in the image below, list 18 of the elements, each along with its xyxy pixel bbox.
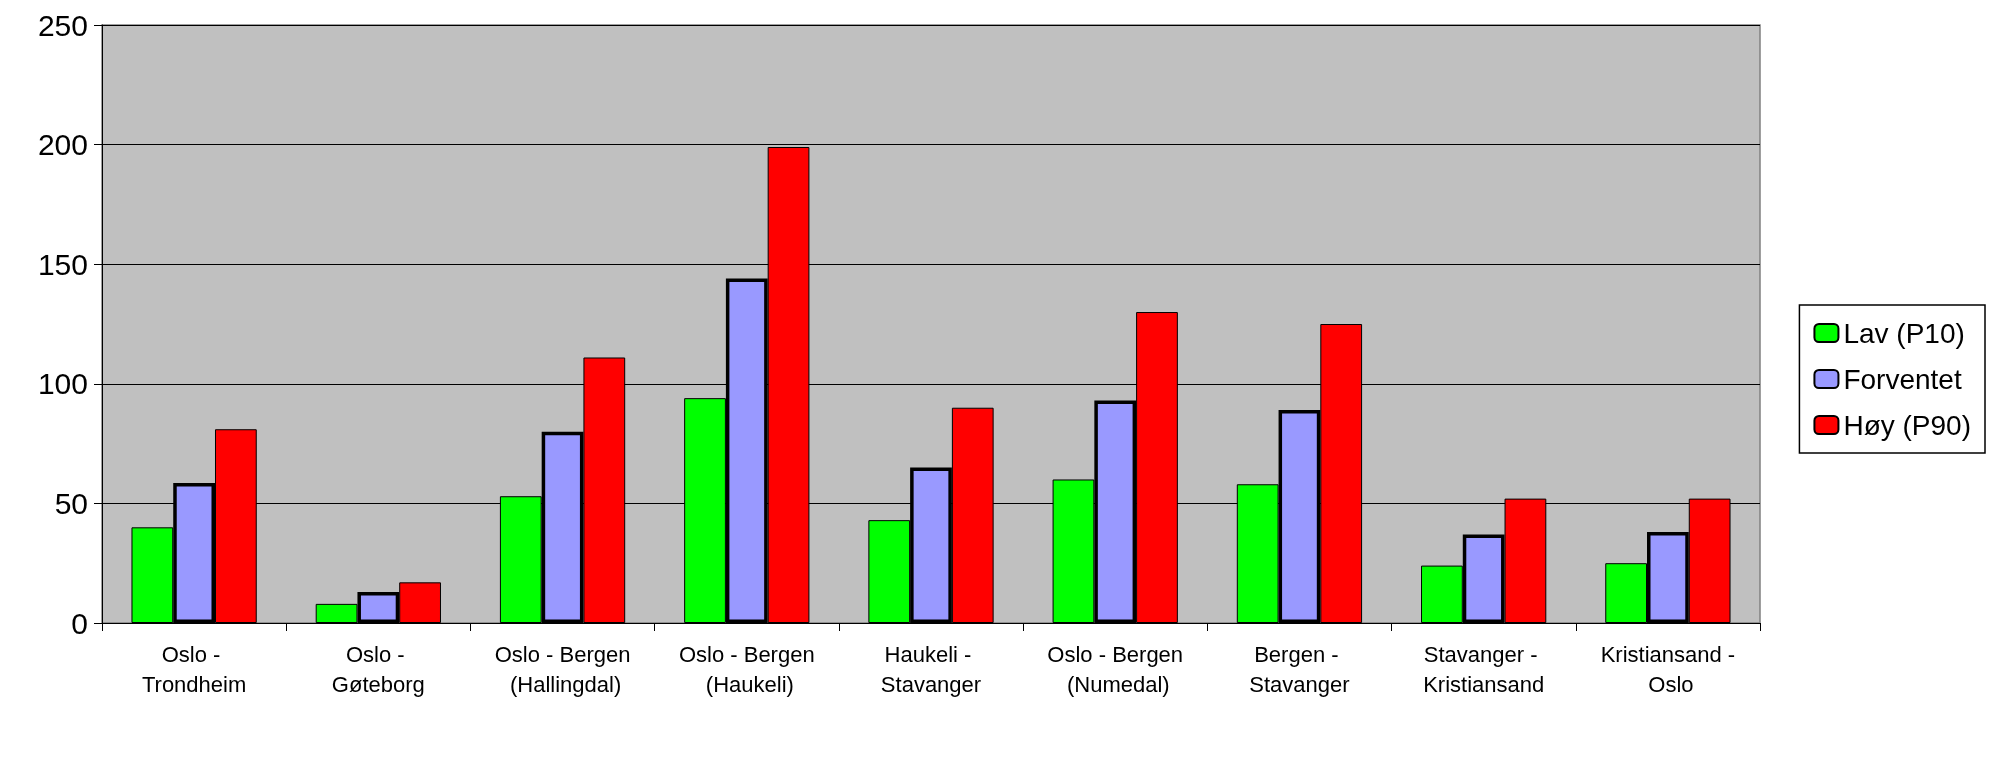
x-tick-label: Kristiansand - Oslo (1600, 641, 1736, 697)
y-tick-label: 100 (37, 367, 88, 401)
x-tick-label: Oslo - Bergen (Hallingdal) (494, 641, 631, 697)
y-tick-label: 50 (54, 486, 88, 520)
y-tick-label: 250 (37, 8, 88, 42)
x-tick-label: Oslo - Bergen (Haukeli) (678, 641, 815, 697)
y-tick-label: 0 (71, 606, 88, 640)
y-tick-label: 150 (37, 247, 88, 281)
legend-label: Høy (P90) (1843, 409, 1972, 441)
legend-label: Lav (P10) (1843, 317, 1965, 349)
x-tick-label: Oslo - Trondheim (141, 641, 247, 697)
x-tick-label: Oslo - Bergen (Numedal) (1047, 641, 1184, 697)
x-tick-label: Bergen - Stavanger (1249, 641, 1350, 697)
legend-label: Forventet (1843, 363, 1962, 395)
x-tick-label: Haukeli - Stavanger (880, 641, 982, 697)
x-tick-label: Oslo - Gøteborg (331, 641, 425, 697)
x-tick-label: Stavanger - Kristiansand (1423, 641, 1545, 697)
y-tick-label: 200 (37, 128, 88, 162)
